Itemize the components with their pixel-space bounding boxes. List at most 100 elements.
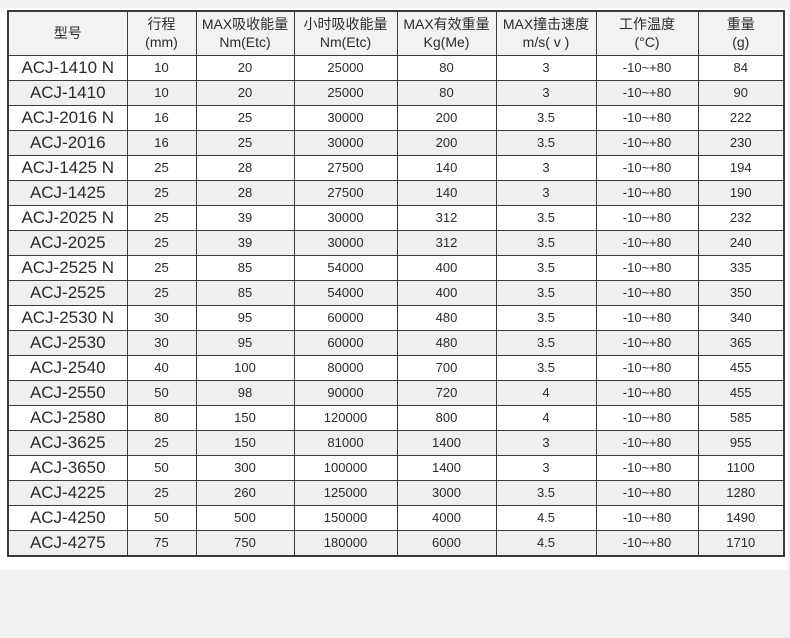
- cell-working-temp: -10~+80: [595, 454, 699, 481]
- cell-max-load: 140: [396, 179, 497, 206]
- cell-stroke: 25: [126, 154, 197, 181]
- column-unit: Nm(Etc): [319, 34, 372, 51]
- cell-max-energy: 95: [195, 304, 295, 331]
- cell-max-energy: 300: [195, 454, 295, 481]
- cell-hourly-energy: 30000: [293, 104, 398, 131]
- cell-stroke: 16: [126, 129, 197, 156]
- cell-max-load: 312: [396, 204, 497, 231]
- cell-stroke: 50: [126, 504, 197, 531]
- cell-stroke: 25: [126, 279, 197, 306]
- cell-weight: 455: [697, 379, 785, 406]
- cell-max-load: 312: [396, 229, 497, 256]
- table-row: ACJ-2525 25 85 54000 400 3.5 -10~+80 350: [7, 279, 785, 306]
- column-title: MAX有效重量: [403, 16, 490, 33]
- table-row: ACJ-2530 N 30 95 60000 480 3.5 -10~+80 3…: [7, 304, 785, 331]
- cell-stroke: 25: [126, 204, 197, 231]
- cell-max-energy: 260: [195, 479, 295, 506]
- cell-max-load: 200: [396, 104, 497, 131]
- cell-max-impact-speed: 3.5: [495, 129, 597, 156]
- column-unit: Nm(Etc): [219, 34, 271, 51]
- column-header-stroke: 行程 (mm): [126, 10, 197, 56]
- cell-working-temp: -10~+80: [595, 529, 699, 556]
- cell-weight: 90: [697, 79, 785, 106]
- cell-working-temp: -10~+80: [595, 104, 699, 131]
- cell-max-load: 1400: [396, 454, 497, 481]
- table-row: ACJ-1410 N 10 20 25000 80 3 -10~+80 84: [7, 54, 785, 81]
- column-unit: (mm): [145, 34, 178, 51]
- cell-weight: 455: [697, 354, 785, 381]
- cell-weight: 340: [697, 304, 785, 331]
- column-unit: Kg(Me): [423, 34, 470, 51]
- cell-max-load: 80: [396, 54, 497, 81]
- table-row: ACJ-2025 N 25 39 30000 312 3.5 -10~+80 2…: [7, 204, 785, 231]
- cell-hourly-energy: 180000: [293, 529, 398, 556]
- column-title: 型号: [53, 25, 82, 42]
- column-title: 重量: [726, 16, 755, 33]
- cell-weight: 1280: [697, 479, 785, 506]
- cell-working-temp: -10~+80: [595, 79, 699, 106]
- table-row: ACJ-4275 75 750 180000 6000 4.5 -10~+80 …: [7, 529, 785, 556]
- cell-model: ACJ-1425: [7, 179, 128, 206]
- cell-max-load: 720: [396, 379, 497, 406]
- cell-max-load: 200: [396, 129, 497, 156]
- cell-model: ACJ-4275: [7, 529, 128, 556]
- cell-max-impact-speed: 3.5: [495, 104, 597, 131]
- cell-hourly-energy: 25000: [293, 54, 398, 81]
- column-header-model: 型号: [7, 10, 128, 56]
- cell-stroke: 30: [126, 329, 197, 356]
- cell-hourly-energy: 30000: [293, 204, 398, 231]
- cell-weight: 1490: [697, 504, 785, 531]
- cell-working-temp: -10~+80: [595, 154, 699, 181]
- table-row: ACJ-2525 N 25 85 54000 400 3.5 -10~+80 3…: [7, 254, 785, 281]
- header-row: 型号 行程 (mm) MAX吸收能量 Nm(Etc) 小时吸收能量 Nm(Etc…: [7, 10, 785, 56]
- column-header-max-energy: MAX吸收能量 Nm(Etc): [195, 10, 295, 56]
- table-row: ACJ-4225 25 260 125000 3000 3.5 -10~+80 …: [7, 479, 785, 506]
- cell-max-impact-speed: 3: [495, 154, 597, 181]
- cell-max-impact-speed: 3: [495, 454, 597, 481]
- cell-working-temp: -10~+80: [595, 329, 699, 356]
- cell-stroke: 16: [126, 104, 197, 131]
- cell-stroke: 75: [126, 529, 197, 556]
- cell-working-temp: -10~+80: [595, 479, 699, 506]
- cell-max-impact-speed: 4: [495, 379, 597, 406]
- table-row: ACJ-3650 50 300 100000 1400 3 -10~+80 11…: [7, 454, 785, 481]
- cell-working-temp: -10~+80: [595, 254, 699, 281]
- table-row: ACJ-2025 25 39 30000 312 3.5 -10~+80 240: [7, 229, 785, 256]
- cell-max-impact-speed: 3: [495, 429, 597, 456]
- cell-hourly-energy: 27500: [293, 154, 398, 181]
- cell-max-load: 80: [396, 79, 497, 106]
- cell-weight: 240: [697, 229, 785, 256]
- cell-max-energy: 85: [195, 279, 295, 306]
- cell-weight: 230: [697, 129, 785, 156]
- cell-hourly-energy: 54000: [293, 254, 398, 281]
- cell-max-impact-speed: 3.5: [495, 229, 597, 256]
- product-spec-table: 型号 行程 (mm) MAX吸收能量 Nm(Etc) 小时吸收能量 Nm(Etc…: [7, 10, 785, 557]
- table-row: ACJ-3625 25 150 81000 1400 3 -10~+80 955: [7, 429, 785, 456]
- cell-weight: 232: [697, 204, 785, 231]
- column-unit: (°C): [634, 34, 660, 51]
- cell-hourly-energy: 60000: [293, 329, 398, 356]
- cell-weight: 194: [697, 154, 785, 181]
- column-header-max-impact-speed: MAX撞击速度 m/s( v ): [495, 10, 597, 56]
- cell-stroke: 10: [126, 54, 197, 81]
- cell-max-load: 4000: [396, 504, 497, 531]
- cell-max-energy: 750: [195, 529, 295, 556]
- cell-max-load: 480: [396, 304, 497, 331]
- cell-model: ACJ-2530: [7, 329, 128, 356]
- column-title: 工作温度: [619, 16, 675, 33]
- cell-working-temp: -10~+80: [595, 354, 699, 381]
- cell-stroke: 80: [126, 404, 197, 431]
- cell-hourly-energy: 30000: [293, 129, 398, 156]
- cell-max-impact-speed: 3.5: [495, 254, 597, 281]
- cell-max-load: 480: [396, 329, 497, 356]
- cell-max-energy: 25: [195, 129, 295, 156]
- cell-model: ACJ-2550: [7, 379, 128, 406]
- cell-model: ACJ-1425 N: [7, 154, 128, 181]
- cell-max-impact-speed: 3: [495, 54, 597, 81]
- cell-max-impact-speed: 3: [495, 179, 597, 206]
- cell-stroke: 30: [126, 304, 197, 331]
- column-unit: m/s( v ): [522, 34, 570, 51]
- cell-model: ACJ-2025: [7, 229, 128, 256]
- cell-working-temp: -10~+80: [595, 179, 699, 206]
- cell-model: ACJ-2580: [7, 404, 128, 431]
